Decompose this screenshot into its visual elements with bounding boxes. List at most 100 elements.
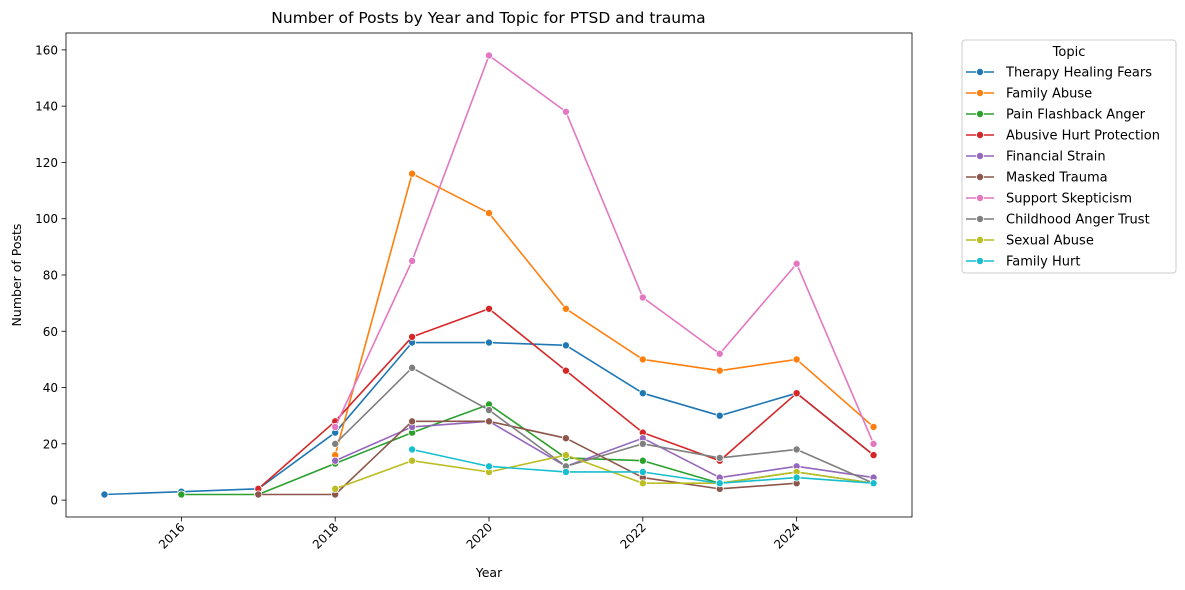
- chart-title: Number of Posts by Year and Topic for PT…: [271, 9, 705, 27]
- legend-title: Topic: [1052, 45, 1086, 60]
- data-point: [331, 456, 340, 465]
- y-tick-label: 100: [35, 212, 58, 226]
- data-point: [408, 456, 417, 465]
- data-point: [408, 417, 417, 426]
- x-tick-label: 2016: [156, 520, 187, 551]
- data-point: [792, 259, 801, 268]
- legend-marker: [976, 130, 985, 139]
- y-tick-label: 160: [35, 43, 58, 57]
- legend-items: Therapy Healing Fears Family Abuse Pain Fl…: [966, 66, 1160, 270]
- data-point: [408, 169, 417, 178]
- legend-label: Masked Trauma: [1006, 171, 1108, 186]
- series-line-pain-flashback-anger: [181, 403, 874, 496]
- legend-label: Abusive Hurt Protection: [1006, 129, 1160, 144]
- data-point: [792, 355, 801, 364]
- data-point: [715, 349, 724, 358]
- legend-item-financial-strain: Financial Strain: [966, 150, 1106, 165]
- data-point: [484, 417, 493, 426]
- data-point: [561, 366, 570, 375]
- x-tick-label: 2024: [771, 520, 802, 551]
- x-tick-label: 2022: [617, 520, 648, 551]
- legend-frame: [961, 39, 1177, 274]
- data-point: [869, 439, 878, 448]
- series-sexual-abuse: [331, 451, 878, 493]
- legend-label: Financial Strain: [1006, 150, 1106, 165]
- data-point: [869, 479, 878, 488]
- series-layer: [100, 51, 878, 499]
- data-point: [792, 445, 801, 454]
- data-point: [254, 490, 263, 499]
- legend-marker: [976, 151, 985, 160]
- data-point: [484, 406, 493, 415]
- y-tick-label: 120: [35, 156, 58, 170]
- series-family-abuse: [331, 169, 878, 460]
- legend-marker: [976, 256, 985, 265]
- legend-item-family-hurt: Family Hurt: [966, 255, 1080, 270]
- legend-item-abusive-hurt-protection: Abusive Hurt Protection: [966, 129, 1160, 144]
- data-point: [638, 389, 647, 398]
- data-point: [638, 479, 647, 488]
- data-point: [715, 479, 724, 488]
- legend-marker: [976, 214, 985, 223]
- data-point: [408, 445, 417, 454]
- series-line-support-skepticism: [334, 54, 875, 445]
- x-tick-label: 2018: [310, 520, 341, 551]
- data-point: [638, 355, 647, 364]
- legend-label: Family Abuse: [1006, 87, 1092, 102]
- data-point: [408, 363, 417, 372]
- data-point: [100, 490, 109, 499]
- series-masked-trauma: [254, 417, 801, 499]
- y-axis-label: Number of Posts: [9, 224, 24, 327]
- data-point: [638, 439, 647, 448]
- data-point: [331, 422, 340, 431]
- legend-item-therapy-healing-fears: Therapy Healing Fears: [966, 66, 1152, 81]
- legend-item-sexual-abuse: Sexual Abuse: [966, 234, 1094, 249]
- data-point: [715, 366, 724, 375]
- data-point: [408, 332, 417, 341]
- data-point: [715, 453, 724, 462]
- x-tick-label: 2020: [464, 520, 495, 551]
- data-point: [331, 439, 340, 448]
- legend-item-masked-trauma: Masked Trauma: [966, 171, 1108, 186]
- legend-label: Pain Flashback Anger: [1006, 108, 1146, 123]
- series-family-hurt: [408, 445, 878, 488]
- data-point: [177, 490, 186, 499]
- data-point: [561, 467, 570, 476]
- legend-marker: [976, 172, 985, 181]
- series-line-masked-trauma: [258, 420, 797, 496]
- data-point: [561, 451, 570, 460]
- x-axis: 2016 2018 2020 2022 2024: [156, 517, 803, 552]
- y-tick-label: 40: [43, 381, 58, 395]
- y-tick-label: 80: [43, 269, 58, 283]
- data-point: [869, 451, 878, 460]
- data-point: [408, 256, 417, 265]
- legend-label: Sexual Abuse: [1006, 234, 1094, 249]
- legend-item-family-abuse: Family Abuse: [966, 87, 1092, 102]
- data-point: [484, 304, 493, 313]
- data-point: [561, 107, 570, 116]
- y-tick-label: 140: [35, 100, 58, 114]
- series-line-sexual-abuse: [334, 454, 874, 490]
- data-point: [561, 341, 570, 350]
- data-point: [792, 473, 801, 482]
- data-point: [715, 411, 724, 420]
- data-point: [869, 422, 878, 431]
- y-axis: 0 20 40 60 80 100 120 140 160: [35, 43, 66, 508]
- legend: Topic Therapy Healing Fears Family Abuse P…: [961, 39, 1177, 274]
- legend-item-pain-flashback-anger: Pain Flashback Anger: [966, 108, 1146, 123]
- data-point: [638, 456, 647, 465]
- data-point: [638, 467, 647, 476]
- y-tick-label: 20: [43, 437, 58, 451]
- series-line-childhood-anger-trust: [334, 367, 874, 484]
- legend-label: Childhood Anger Trust: [1006, 213, 1150, 228]
- series-line-financial-strain: [334, 420, 874, 479]
- plot-area-frame: [65, 32, 913, 518]
- legend-marker: [976, 110, 985, 119]
- legend-label: Family Hurt: [1006, 255, 1080, 270]
- legend-marker: [976, 89, 985, 98]
- data-point: [331, 484, 340, 493]
- series-support-skepticism: [331, 51, 878, 448]
- data-point: [792, 389, 801, 398]
- data-point: [638, 293, 647, 302]
- data-point: [484, 51, 493, 60]
